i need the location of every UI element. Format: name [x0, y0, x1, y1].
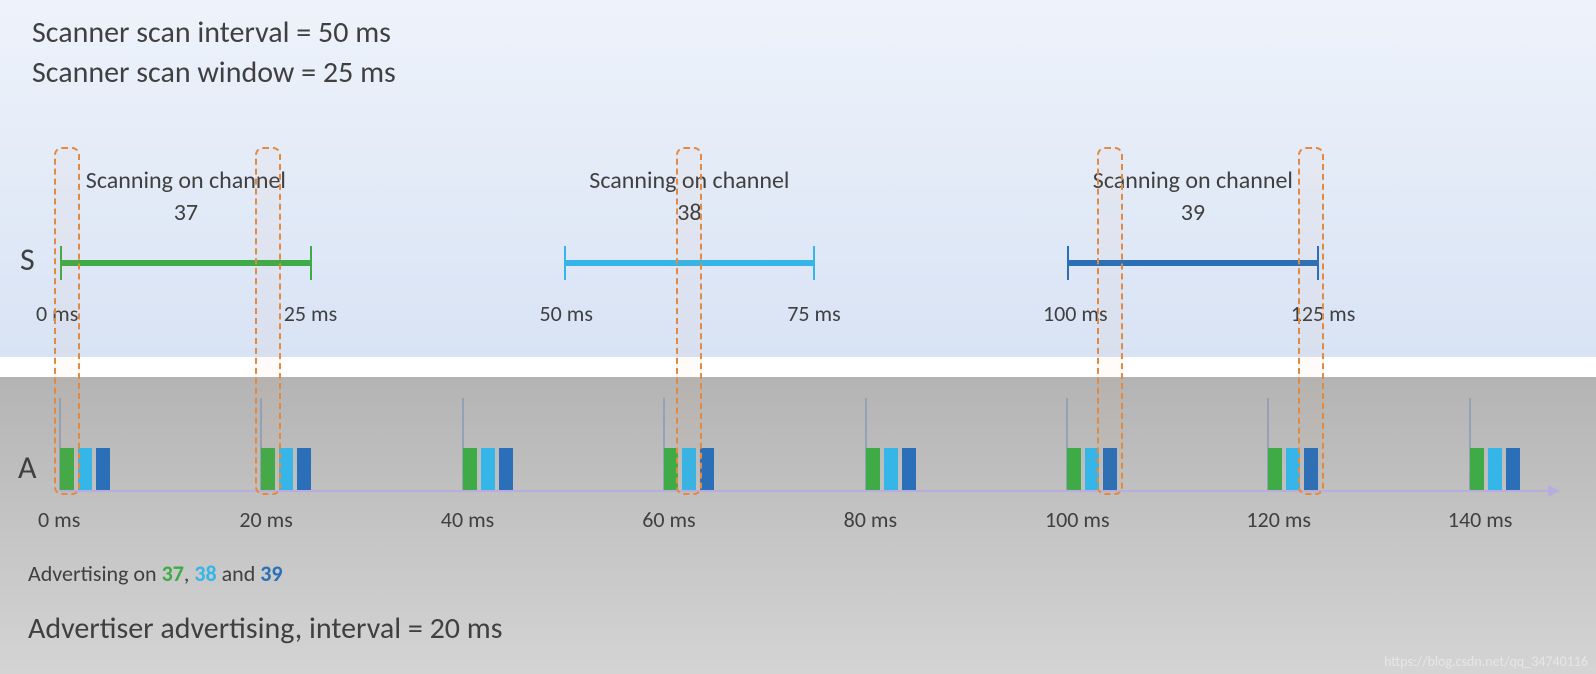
adv-packet-80-ch37: [866, 448, 880, 490]
watermark-text: https://blog.csdn.net/qq_34740116: [1384, 653, 1588, 670]
adv-tick-label-60: 60 ms: [642, 506, 695, 533]
advertising-channels-text: Advertising on 37, 38 and 39: [28, 560, 283, 587]
adv-tick-label-0: 0 ms: [38, 506, 80, 533]
adv-packet-0-ch38: [78, 448, 92, 490]
header-line-2: Scanner scan window = 25 ms: [32, 54, 396, 91]
adv-on-prefix: Advertising on: [28, 560, 162, 587]
adv-packet-60-ch39: [700, 448, 714, 490]
adv-packet-20-ch39: [297, 448, 311, 490]
adv-tick-label-20: 20 ms: [239, 506, 292, 533]
adv-packet-80-ch39: [902, 448, 916, 490]
adv-packet-100-ch37: [1067, 448, 1081, 490]
adv-tick-label-40: 40 ms: [441, 506, 494, 533]
adv-on-37: 37: [162, 560, 184, 587]
match-highlight-0: [54, 147, 80, 495]
region-gap: [0, 357, 1596, 377]
adv-packet-80-ch38: [884, 448, 898, 490]
adv-tick-label-120: 120 ms: [1246, 506, 1311, 533]
adv-tick-label-100: 100 ms: [1045, 506, 1110, 533]
adv-on-38: 38: [194, 560, 216, 587]
advertiser-title: Advertiser advertising, interval = 20 ms: [28, 610, 503, 647]
adv-on-sep2: and: [217, 560, 261, 587]
match-highlight-60: [676, 147, 702, 495]
lane-label-advertiser: A: [18, 448, 37, 487]
match-highlight-20: [255, 147, 281, 495]
scan-tick-start-50: 50 ms: [540, 300, 593, 327]
adv-on-39: 39: [260, 560, 282, 587]
header-line-1: Scanner scan interval = 50 ms: [32, 14, 391, 51]
adv-packet-40-ch39: [499, 448, 513, 490]
adv-tick-label-140: 140 ms: [1448, 506, 1513, 533]
adv-on-sep1: ,: [184, 560, 194, 587]
adv-packet-20-ch38: [279, 448, 293, 490]
adv-packet-0-ch39: [96, 448, 110, 490]
adv-packet-140-ch37: [1470, 448, 1484, 490]
match-highlight-100: [1097, 147, 1123, 495]
adv-packet-140-ch38: [1488, 448, 1502, 490]
advertiser-axis: [60, 490, 1550, 492]
match-highlight-120: [1298, 147, 1324, 495]
lane-label-scanner: S: [20, 240, 35, 279]
scan-tick-end-25: 25 ms: [284, 300, 337, 327]
adv-packet-140-ch39: [1506, 448, 1520, 490]
adv-packet-40-ch38: [481, 448, 495, 490]
adv-packet-40-ch37: [463, 448, 477, 490]
scan-label-num-ch39: 39: [1163, 198, 1223, 227]
adv-tick-label-80: 80 ms: [844, 506, 897, 533]
scan-label-num-ch37: 37: [156, 198, 216, 227]
adv-packet-120-ch37: [1268, 448, 1282, 490]
scan-tick-end-75: 75 ms: [787, 300, 840, 327]
